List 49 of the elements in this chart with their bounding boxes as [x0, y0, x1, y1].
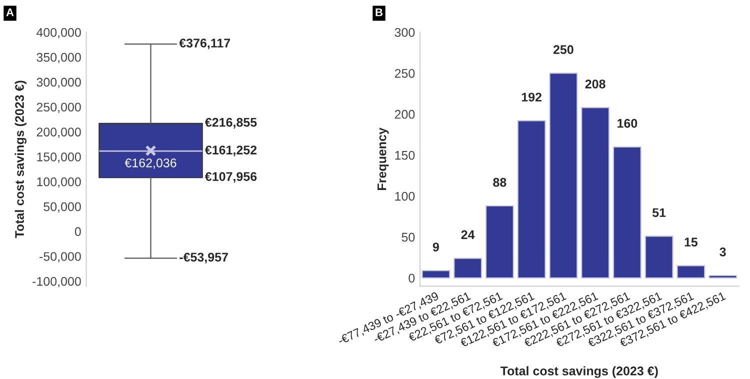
bar	[708, 274, 738, 279]
bar	[644, 236, 674, 279]
text: €107,956	[204, 172, 257, 183]
data-label: 3	[720, 248, 726, 256]
data-label: 88	[493, 178, 506, 187]
annotation: €376,117	[179, 38, 230, 50]
y-tick-label: 150	[395, 150, 415, 160]
data-label: 160	[618, 118, 638, 128]
bar	[549, 72, 578, 279]
y-tick-label: 0	[408, 274, 415, 283]
data-label: 24	[461, 230, 475, 240]
data-label: 9	[432, 242, 439, 252]
y-tick-label: 300,000	[36, 78, 81, 88]
y-tick-label: 250,000	[36, 102, 81, 114]
bar	[676, 265, 706, 279]
y-tick-label: 200,000	[36, 128, 81, 138]
y-tick-label: 250	[394, 68, 415, 78]
y-tick-label: 100,000	[37, 177, 81, 188]
bar	[485, 205, 514, 279]
y-tick-label: -100,000	[32, 276, 81, 288]
y-tick-label: -50,000	[40, 252, 81, 262]
y-tick-label: 150,000	[37, 152, 81, 163]
bar	[454, 258, 482, 279]
data-label: 51	[652, 208, 666, 218]
y-tick-label: 100	[395, 192, 415, 201]
bar	[612, 146, 642, 279]
y-axis-title: Frequency	[378, 128, 389, 190]
y-tick-label: 400,000	[36, 28, 81, 38]
bar	[581, 107, 610, 279]
x-axis-title: Total cost savings (2023 €)	[500, 366, 658, 378]
annotation: -€53,957	[180, 252, 228, 264]
data-label: 15	[684, 238, 698, 247]
bar	[422, 270, 450, 279]
y-tick-label: 350,000	[36, 52, 81, 64]
y-tick-label: 50	[402, 232, 415, 242]
y-axis-title: Total cost savings (2023 €)	[14, 80, 26, 238]
annotation: €162,036	[124, 158, 176, 169]
text: A	[6, 8, 14, 16]
y-tick-label: 200	[394, 110, 415, 119]
y-tick-label: 0	[74, 227, 81, 236]
chart-title: B	[376, 8, 383, 16]
y-tick-label: 50,000	[44, 202, 81, 213]
y-tick-label: 300	[394, 28, 415, 37]
bar	[517, 120, 546, 279]
text: €161,252	[204, 146, 257, 156]
text: €216,855	[204, 118, 257, 129]
data-label: 208	[585, 80, 606, 88]
data-label: 192	[522, 92, 542, 102]
data-label: 250	[553, 45, 574, 54]
